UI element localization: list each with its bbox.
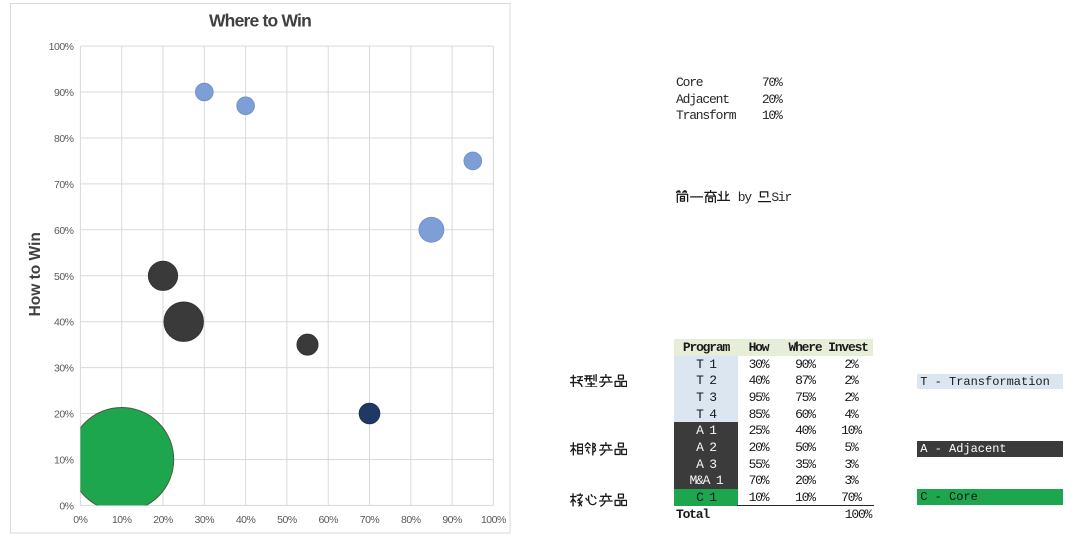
svg-text:60%: 60% <box>54 225 74 237</box>
svg-text:Where to Win: Where to Win <box>209 11 311 31</box>
svg-text:0%: 0% <box>59 500 73 512</box>
svg-text:60%: 60% <box>318 514 338 526</box>
svg-text:90%: 90% <box>442 514 462 526</box>
svg-text:30%: 30% <box>54 363 74 375</box>
svg-text:10%: 10% <box>112 514 132 526</box>
svg-text:30%: 30% <box>195 514 215 526</box>
svg-text:70%: 70% <box>360 514 380 526</box>
svg-text:90%: 90% <box>54 87 74 99</box>
svg-text:50%: 50% <box>277 514 297 526</box>
svg-text:How to Win: How to Win <box>27 232 44 316</box>
svg-text:40%: 40% <box>54 317 74 329</box>
svg-text:20%: 20% <box>54 409 74 421</box>
svg-text:0%: 0% <box>73 514 87 526</box>
svg-text:80%: 80% <box>401 514 421 526</box>
svg-text:100%: 100% <box>49 41 74 53</box>
svg-text:80%: 80% <box>54 133 74 145</box>
svg-text:40%: 40% <box>236 514 256 526</box>
svg-text:10%: 10% <box>54 455 74 467</box>
svg-text:20%: 20% <box>153 514 173 526</box>
svg-text:100%: 100% <box>481 514 506 526</box>
svg-text:70%: 70% <box>54 179 74 191</box>
svg-text:50%: 50% <box>54 271 74 283</box>
